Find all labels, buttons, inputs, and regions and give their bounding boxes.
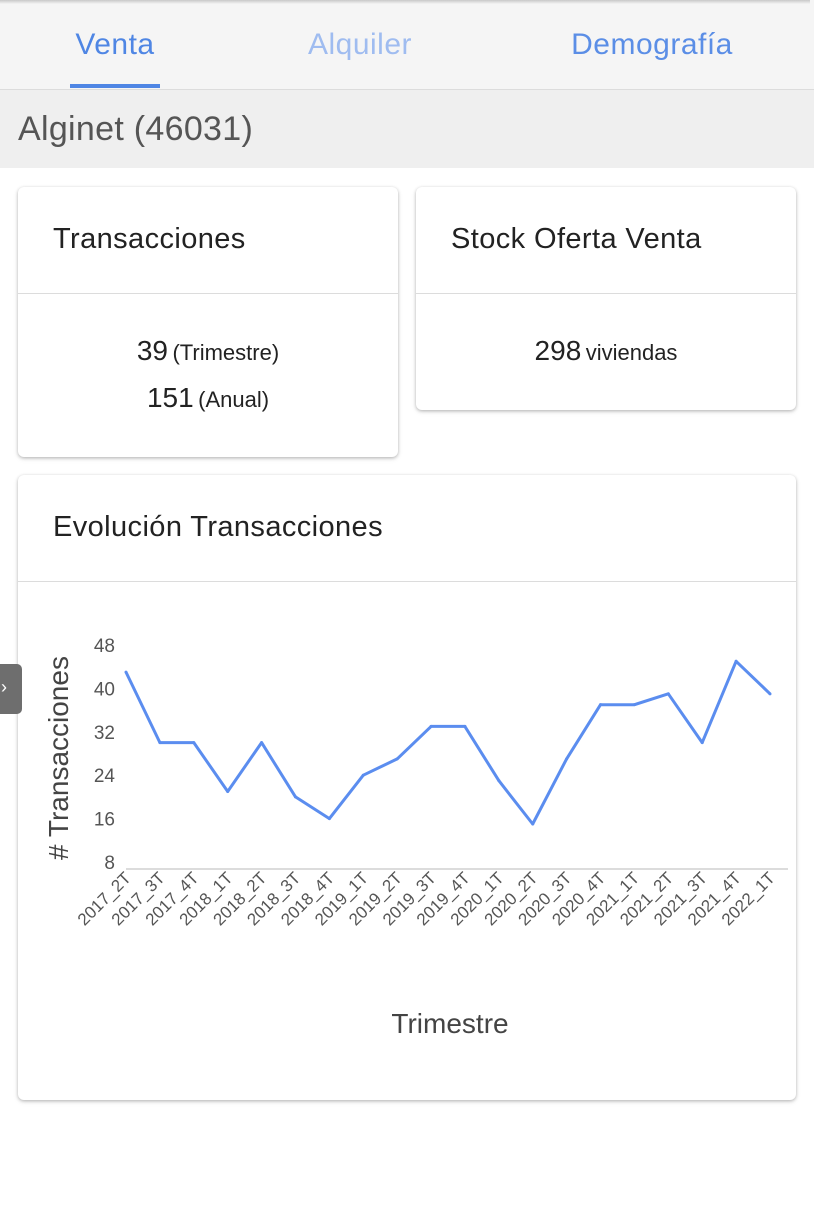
tab-demografia[interactable]: Demografía xyxy=(571,28,733,61)
quarterly-stat: 39 (Trimestre) xyxy=(18,335,398,367)
annual-unit: (Anual) xyxy=(198,387,270,412)
stock-card: Stock Oferta Venta 298 viviendas xyxy=(416,187,796,410)
location-header: Alginet (46031) xyxy=(0,90,814,168)
stock-card-header: Stock Oferta Venta xyxy=(416,187,796,294)
y-tick-label: 8 xyxy=(104,853,115,874)
y-tick-label: 40 xyxy=(94,679,115,700)
tab-alquiler[interactable]: Alquiler xyxy=(307,28,413,61)
y-axis-label: # Transacciones xyxy=(43,656,74,860)
data-point[interactable] xyxy=(463,724,467,728)
active-tab-indicator xyxy=(70,84,160,88)
data-point[interactable] xyxy=(395,757,399,761)
data-point[interactable] xyxy=(599,703,603,707)
transacciones-card: Transacciones 39 (Trimestre) 151 (Anual) xyxy=(18,187,398,457)
data-point[interactable] xyxy=(327,817,331,821)
annual-value: 151 xyxy=(146,382,194,413)
transacciones-card-title: Transacciones xyxy=(53,223,246,255)
location-title: Alginet (46031) xyxy=(18,110,254,148)
data-point[interactable] xyxy=(497,779,501,783)
tab-bar: Venta Alquiler Demografía xyxy=(0,0,814,90)
data-point[interactable] xyxy=(700,741,704,745)
quarterly-value: 39 xyxy=(136,335,168,366)
data-point[interactable] xyxy=(734,659,738,663)
chevron-right-icon: › xyxy=(1,677,7,697)
y-tick-label: 48 xyxy=(94,636,115,657)
data-point[interactable] xyxy=(565,757,569,761)
y-tick-label: 32 xyxy=(94,723,115,744)
data-point[interactable] xyxy=(124,670,128,674)
stock-card-title: Stock Oferta Venta xyxy=(451,223,702,255)
series-line xyxy=(124,659,772,826)
data-point[interactable] xyxy=(158,741,162,745)
x-axis-label: Trimestre xyxy=(391,1008,508,1039)
evolucion-card: Evolución Transacciones 8 16 24 32 40 48 2017… xyxy=(18,475,796,1100)
tab-venta[interactable]: Venta xyxy=(75,28,155,61)
data-point[interactable] xyxy=(429,724,433,728)
evolucion-card-header: Evolución Transacciones xyxy=(18,475,796,582)
data-point[interactable] xyxy=(293,795,297,799)
data-point[interactable] xyxy=(666,692,670,696)
annual-stat: 151 (Anual) xyxy=(18,382,398,414)
y-tick-label: 24 xyxy=(94,766,116,787)
data-point[interactable] xyxy=(768,692,772,696)
transacciones-card-header: Transacciones xyxy=(18,187,398,294)
data-point[interactable] xyxy=(531,822,535,826)
quarterly-unit: (Trimestre) xyxy=(172,340,280,365)
data-point[interactable] xyxy=(632,703,636,707)
stock-stat: 298 viviendas xyxy=(416,335,796,367)
data-point[interactable] xyxy=(361,773,365,777)
stock-unit: viviendas xyxy=(585,340,678,365)
y-tick-label: 16 xyxy=(94,810,115,831)
data-point[interactable] xyxy=(192,741,196,745)
stock-value: 298 xyxy=(534,335,582,366)
data-point[interactable] xyxy=(226,789,230,793)
data-point[interactable] xyxy=(260,741,264,745)
side-drawer-handle[interactable]: › xyxy=(0,664,22,714)
top-shadow xyxy=(0,0,810,4)
evolucion-card-title: Evolución Transacciones xyxy=(53,511,383,543)
